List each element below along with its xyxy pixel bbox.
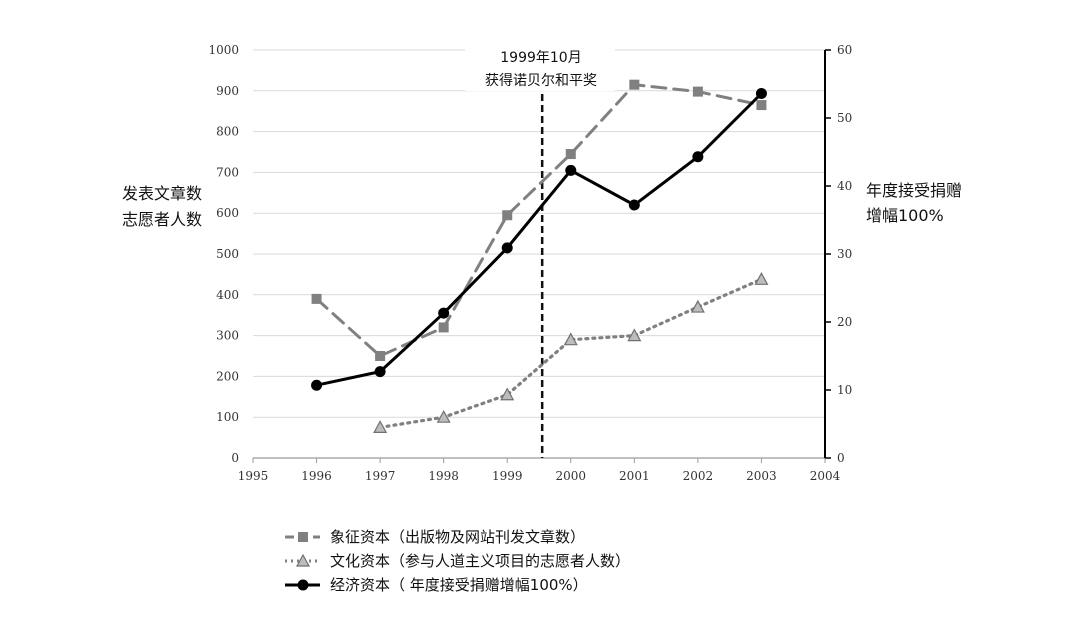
x-tick-label-1997: 1997 — [365, 469, 396, 483]
legend-item-symbolic: 象征资本（出版物及网站刊发文章数） — [285, 528, 585, 546]
series-economic — [311, 88, 767, 391]
legend-label-symbolic: 象征资本（出版物及网站刊发文章数） — [330, 528, 585, 546]
point-cultural-2003 — [754, 272, 769, 285]
point-economic-1996 — [311, 379, 323, 391]
right-tick-label-30: 30 — [837, 247, 852, 261]
x-axis-ticks: 1995 1996 1997 1998 1999 2000 2001 2002 2003 2004 — [238, 458, 841, 483]
right-tick-label-10: 10 — [837, 383, 852, 397]
series-line-cultural — [378, 277, 764, 429]
series-layer — [311, 79, 769, 433]
legend-marker-triangle — [295, 553, 311, 567]
legend: 象征资本（出版物及网站刊发文章数） 文化资本（参与人道主义项目的志愿者人数） 经… — [285, 528, 630, 594]
left-tick-label-500: 500 — [216, 247, 239, 261]
left-axis-title-line-2: 志愿者人数 — [122, 210, 202, 229]
point-cultural-2002 — [690, 299, 705, 313]
left-tick-label-900: 900 — [216, 84, 239, 98]
series-line-symbolic — [315, 83, 763, 358]
right-tick-label-50: 50 — [837, 111, 852, 125]
left-tick-label-1000: 1000 — [208, 43, 239, 57]
x-tick-label-2004: 2004 — [810, 469, 841, 483]
left-tick-label-700: 700 — [216, 165, 239, 179]
legend-marker-circle — [297, 579, 309, 591]
right-axis-title-line-1: 年度接受捐赠 — [866, 181, 962, 200]
point-cultural-2001 — [627, 328, 642, 342]
x-tick-label-1998: 1998 — [428, 469, 459, 483]
left-tick-label-800: 800 — [216, 125, 239, 139]
annotation-text-line-2: 获得诺贝尔和平奖 — [485, 72, 597, 89]
series-symbolic — [311, 79, 767, 361]
point-cultural-1997 — [373, 420, 388, 433]
point-symbolic-1996 — [311, 293, 322, 304]
left-axis-title-line-1: 发表文章数 — [122, 184, 202, 203]
legend-label-cultural: 文化资本（参与人道主义项目的志愿者人数） — [330, 552, 630, 570]
left-tick-label-400: 400 — [216, 288, 239, 302]
x-tick-label-2003: 2003 — [746, 469, 777, 483]
left-axis-ticks: 0 100 200 300 400 500 600 700 800 900 1000 — [208, 43, 239, 465]
point-economic-1998 — [438, 307, 450, 319]
point-economic-1997 — [374, 366, 386, 378]
legend-label-economic: 经济资本（ 年度接受捐赠增幅100%） — [330, 576, 588, 594]
right-tick-label-20: 20 — [837, 315, 852, 329]
x-tick-label-2002: 2002 — [683, 469, 714, 483]
point-symbolic-2002 — [692, 86, 703, 97]
x-tick-label-1996: 1996 — [301, 469, 332, 483]
right-tick-label-40: 40 — [837, 179, 852, 193]
left-tick-label-600: 600 — [216, 206, 239, 220]
legend-item-cultural: 文化资本（参与人道主义项目的志愿者人数） — [285, 552, 630, 570]
point-symbolic-1997 — [375, 351, 386, 361]
right-axis-title-line-2: 增幅100% — [866, 206, 944, 225]
left-tick-label-300: 300 — [216, 329, 239, 343]
left-tick-label-100: 100 — [216, 410, 239, 424]
x-tick-label-1999: 1999 — [492, 469, 523, 483]
point-symbolic-2000 — [565, 149, 576, 160]
right-axis-ticks: 0 10 20 30 40 50 60 — [825, 43, 852, 465]
annotation-background — [465, 41, 615, 91]
point-symbolic-2003 — [756, 100, 767, 111]
series-cultural — [373, 272, 769, 433]
point-cultural-1998 — [436, 409, 451, 423]
point-cultural-2000 — [563, 332, 578, 346]
right-tick-label-0: 0 — [837, 451, 845, 465]
x-tick-label-2001: 2001 — [619, 469, 650, 483]
point-symbolic-1999 — [502, 210, 513, 221]
point-cultural-1999 — [500, 387, 515, 401]
legend-item-economic: 经济资本（ 年度接受捐赠增幅100%） — [285, 576, 588, 594]
left-tick-label-200: 200 — [216, 369, 239, 383]
grid-lines — [253, 49, 825, 418]
point-economic-2000 — [565, 164, 577, 176]
nobel-annotation: 1999年10月 获得诺贝尔和平奖 — [465, 41, 615, 458]
point-economic-2003 — [755, 88, 767, 100]
legend-marker-square — [298, 532, 308, 542]
right-tick-label-60: 60 — [837, 43, 852, 57]
point-economic-2002 — [692, 151, 704, 163]
left-tick-label-0: 0 — [231, 451, 239, 465]
annotation-text-line-1: 1999年10月 — [500, 50, 581, 66]
point-symbolic-2001 — [629, 79, 640, 90]
point-symbolic-1998 — [438, 322, 449, 333]
point-economic-2001 — [628, 199, 640, 211]
x-tick-label-1995: 1995 — [238, 469, 269, 483]
x-tick-label-2000: 2000 — [556, 469, 587, 483]
point-economic-1999 — [501, 242, 513, 254]
series-line-economic — [315, 92, 763, 387]
